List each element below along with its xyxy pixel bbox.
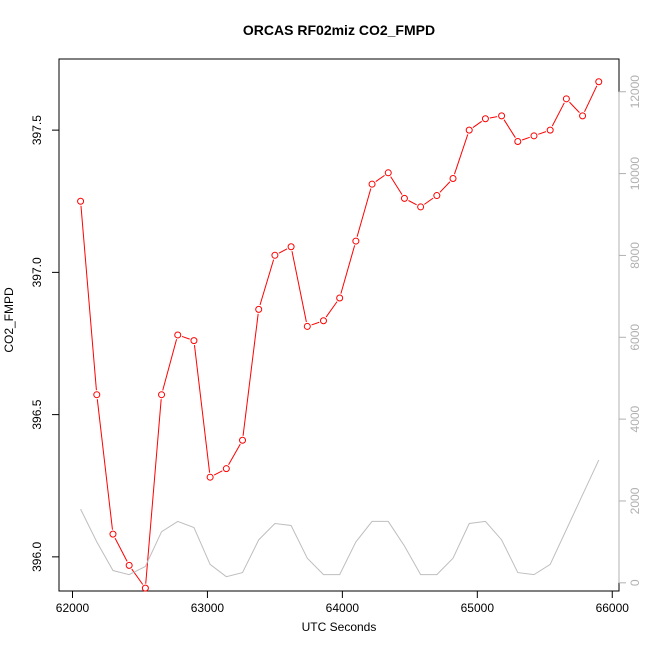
- y-tick-label: 396.5: [30, 399, 44, 429]
- series-0-point: [384, 169, 392, 177]
- y2-tick-label: 2000: [628, 487, 642, 514]
- series-0-point: [417, 203, 425, 211]
- y2-tick-label: 6000: [628, 324, 642, 351]
- series-0-point: [498, 112, 506, 120]
- series-0-point: [239, 436, 247, 444]
- y2-tick-label: 4000: [628, 405, 642, 432]
- series-0-point: [174, 331, 182, 339]
- y-axis-left: 396.0 396.5 397.0 397.5: [30, 115, 60, 572]
- series-0-point: [319, 317, 327, 325]
- y2-tick-label: 12000: [628, 75, 642, 109]
- series-0-point: [449, 174, 457, 182]
- series-0-point: [514, 138, 522, 146]
- series-0-point: [465, 126, 473, 134]
- series-0-point: [77, 197, 85, 205]
- y2-tick-label: 0: [628, 579, 642, 586]
- series-0-segment: [259, 259, 275, 306]
- series-0-point: [546, 126, 554, 134]
- series-0-point: [303, 322, 311, 330]
- series-0-point: [352, 237, 360, 245]
- series-0-point: [222, 465, 230, 473]
- series-0-point: [287, 243, 295, 251]
- x-tick-label: 66000: [596, 601, 630, 615]
- series-0-segment: [569, 101, 580, 113]
- series-0-segment: [228, 443, 241, 466]
- series-0-segment: [278, 248, 288, 254]
- x-tick-label: 65000: [461, 601, 495, 615]
- series-0-segment: [375, 174, 385, 182]
- series-0-point: [433, 192, 441, 200]
- y-tick-label: 397.0: [30, 257, 44, 287]
- y2-tick-label: 10000: [628, 157, 642, 191]
- series-0-segment: [80, 205, 97, 391]
- x-tick-label: 63000: [191, 601, 225, 615]
- series-0-segment: [503, 119, 516, 138]
- series-0-point: [271, 251, 279, 259]
- y-tick-label: 397.5: [30, 115, 44, 145]
- series-0-segment: [521, 136, 530, 141]
- series-0-segment: [181, 335, 190, 340]
- series-layer: [77, 78, 603, 592]
- series-0-point: [255, 305, 263, 313]
- series-0-segment: [489, 116, 498, 119]
- series-0-segment: [193, 345, 211, 473]
- series-0-point: [579, 112, 587, 120]
- x-tick-label: 64000: [326, 601, 360, 615]
- series-0-segment: [472, 120, 483, 128]
- series-1-line: [80, 459, 600, 578]
- series-0-segment: [439, 181, 451, 193]
- series-0-segment: [424, 197, 434, 205]
- series-0-point: [190, 337, 198, 345]
- series-0-segment: [145, 399, 162, 584]
- series-0-point: [481, 115, 489, 123]
- y-axis-label: CO2_FMPD: [2, 287, 16, 353]
- series-0-segment: [340, 245, 356, 294]
- series-0-point: [93, 391, 101, 399]
- series-0-segment: [114, 537, 128, 562]
- y2-tick-label: 8000: [628, 242, 642, 269]
- series-0-segment: [291, 251, 307, 323]
- series-0-segment: [551, 102, 565, 127]
- series-0-segment: [408, 200, 417, 206]
- x-tick-label: 62000: [56, 601, 90, 615]
- series-0-point: [158, 391, 166, 399]
- series-0-segment: [131, 568, 144, 585]
- series-0-segment: [453, 134, 469, 175]
- x-axis: 62000 63000 64000 65000 66000: [56, 590, 630, 615]
- series-0-point: [368, 180, 376, 188]
- series-0-point: [206, 473, 214, 481]
- series-0-point: [336, 294, 344, 302]
- series-0-point: [141, 584, 149, 592]
- series-0-segment: [162, 339, 178, 391]
- series-0-segment: [242, 313, 259, 436]
- series-0-point: [109, 530, 117, 538]
- series-0-segment: [538, 131, 547, 135]
- x-axis-label: UTC Seconds: [302, 620, 377, 634]
- y-tick-label: 396.0: [30, 542, 44, 572]
- series-0-segment: [584, 85, 598, 113]
- chart-title: ORCAS RF02miz CO2_FMPD: [243, 22, 435, 38]
- series-0-segment: [96, 399, 113, 530]
- series-0-point: [530, 132, 538, 140]
- series-0-point: [595, 78, 603, 86]
- series-0-segment: [311, 321, 320, 326]
- series-0-segment: [325, 301, 338, 318]
- series-0-point: [400, 194, 408, 202]
- series-0-segment: [390, 176, 403, 195]
- y-axis-right: 0 2000 4000 6000 8000 10000 12000: [618, 75, 642, 586]
- series-0-point: [125, 561, 133, 569]
- series-0-point: [562, 95, 570, 103]
- series-0-segment: [213, 470, 223, 476]
- series-0-segment: [356, 188, 372, 237]
